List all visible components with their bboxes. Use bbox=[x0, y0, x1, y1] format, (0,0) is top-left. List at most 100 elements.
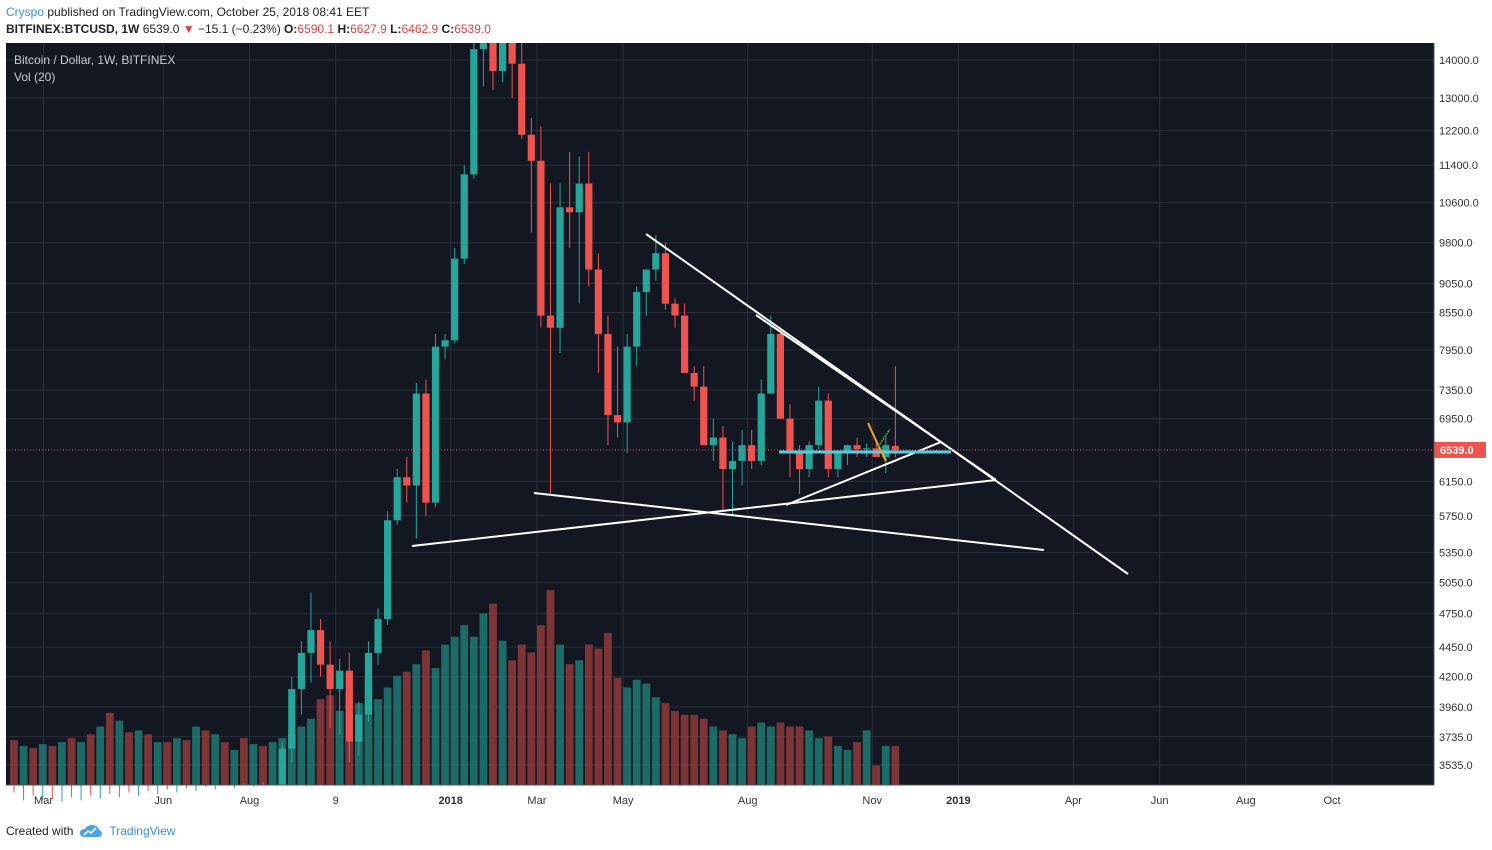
price-tick-label: 6950.0 bbox=[1439, 414, 1473, 426]
current-price-tag bbox=[1434, 441, 1486, 458]
price-chart[interactable]: 6539.0 14000.0 13000.0 12200.0 11400.0 10600… bbox=[6, 33, 1486, 813]
time-tick-label: Aug bbox=[240, 795, 260, 807]
candle-body bbox=[623, 346, 631, 423]
price-tick-label: 3735.0 bbox=[1439, 732, 1473, 744]
volume-bar bbox=[182, 740, 191, 785]
volume-bar bbox=[96, 726, 105, 785]
volume-bar bbox=[556, 644, 564, 785]
candle-body bbox=[451, 258, 459, 341]
price-tick-label: 11400.0 bbox=[1439, 160, 1478, 172]
price-tick-label: 9800.0 bbox=[1439, 238, 1473, 250]
volume-bar bbox=[58, 742, 66, 785]
open-label: O: bbox=[284, 22, 298, 36]
candle-body bbox=[556, 207, 564, 328]
volume-bar bbox=[268, 742, 277, 785]
volume-bar bbox=[431, 668, 440, 785]
tradingview-brand[interactable]: TradingView bbox=[109, 824, 176, 838]
candle-body bbox=[757, 393, 765, 461]
volume-bar bbox=[824, 736, 833, 785]
volume-bar bbox=[48, 746, 57, 785]
volume-bar bbox=[201, 730, 210, 785]
volume-bar bbox=[680, 714, 689, 785]
volume-bar bbox=[508, 660, 517, 785]
publish-info: published on TradingView.com, October 25… bbox=[47, 5, 370, 19]
volume-bar bbox=[738, 738, 746, 785]
time-tick-label: Mar bbox=[34, 795, 53, 807]
candle-body bbox=[613, 415, 622, 423]
volume-bar bbox=[699, 718, 708, 785]
candle-body bbox=[815, 400, 823, 446]
volume-bar bbox=[862, 730, 871, 785]
candle-body bbox=[527, 134, 535, 161]
candle-body bbox=[422, 393, 430, 503]
price-tick-label: 12200.0 bbox=[1439, 125, 1479, 137]
time-tick-label: Aug bbox=[1236, 795, 1256, 807]
volume-bar bbox=[527, 652, 536, 785]
volume-bar bbox=[623, 687, 632, 785]
price-tick-label: 13000.0 bbox=[1439, 93, 1479, 105]
candle-body bbox=[518, 63, 526, 135]
volume-bar bbox=[594, 648, 603, 785]
trendline-falling-support bbox=[533, 492, 1045, 551]
candle-body bbox=[479, 33, 488, 50]
price-axis[interactable]: 14000.0 13000.0 12200.0 11400.0 10600.0 9800.… bbox=[1439, 55, 1479, 772]
volume-bar bbox=[38, 744, 47, 785]
candle-body bbox=[738, 445, 746, 461]
chart-background bbox=[6, 43, 1434, 785]
price-tick-label: 3535.0 bbox=[1439, 760, 1473, 772]
volume-bar bbox=[77, 742, 85, 785]
candle-body bbox=[546, 315, 555, 328]
chart-header: Cryspo published on TradingView.com, Oct… bbox=[6, 4, 491, 38]
chart-area[interactable]: 6539.0 14000.0 13000.0 12200.0 11400.0 10600… bbox=[6, 33, 1486, 813]
candle-body bbox=[642, 269, 650, 293]
volume-bar bbox=[489, 603, 497, 785]
down-arrow-icon: ▼ bbox=[182, 22, 195, 36]
time-tick-label: 2018 bbox=[438, 795, 462, 807]
volume-bar bbox=[364, 679, 373, 785]
candle-body bbox=[498, 33, 507, 72]
candle-body bbox=[786, 418, 794, 454]
candle-body bbox=[307, 630, 315, 653]
high-label: H: bbox=[337, 22, 351, 36]
candle-body bbox=[288, 689, 296, 749]
volume-bar bbox=[450, 636, 459, 785]
candle-body bbox=[891, 445, 899, 450]
candle-body bbox=[278, 748, 286, 785]
price-tick-label: 7950.0 bbox=[1439, 345, 1473, 357]
volume-bar bbox=[144, 734, 153, 785]
legend-title: Bitcoin / Dollar, 1W, BITFINEX bbox=[14, 53, 175, 67]
volume-bar bbox=[211, 734, 220, 785]
volume-bar bbox=[757, 722, 766, 785]
candle-body bbox=[297, 652, 305, 690]
price-tick-label: 5050.0 bbox=[1439, 577, 1473, 589]
time-tick-label: Apr bbox=[1065, 795, 1082, 807]
open-value: 6590.1 bbox=[297, 22, 335, 36]
price-tick-label: 10600.0 bbox=[1439, 198, 1479, 210]
volume-bar bbox=[297, 726, 306, 785]
candle-body bbox=[403, 477, 411, 486]
grid bbox=[6, 43, 1434, 785]
volume-bar bbox=[565, 664, 574, 785]
arrow-down-orange bbox=[867, 422, 887, 462]
last-price: 6539.0 bbox=[142, 22, 180, 36]
candle-body bbox=[843, 445, 852, 454]
volume-bar bbox=[125, 732, 133, 785]
candle-body bbox=[834, 453, 842, 470]
arrow-up-green bbox=[877, 428, 891, 448]
tradingview-logo[interactable]: TradingView bbox=[79, 824, 175, 838]
candle-body bbox=[671, 303, 679, 316]
volume-bar bbox=[651, 697, 660, 785]
candle-body bbox=[345, 670, 353, 742]
candle-body bbox=[604, 334, 612, 416]
candle-body bbox=[709, 437, 717, 446]
candle-body bbox=[336, 670, 344, 690]
volume-bar bbox=[632, 679, 641, 785]
candle-body bbox=[824, 400, 832, 470]
candle-body bbox=[652, 253, 660, 270]
candle-body bbox=[470, 49, 478, 175]
candle-body bbox=[489, 33, 497, 72]
time-axis[interactable]: Mar Jun Aug 9 2018 Mar May Aug Nov 2019 Apr Jun Aug O… bbox=[34, 795, 1341, 807]
candle-body bbox=[681, 315, 689, 373]
volume-bar bbox=[776, 722, 785, 785]
author-link[interactable]: Cryspo bbox=[6, 5, 45, 19]
